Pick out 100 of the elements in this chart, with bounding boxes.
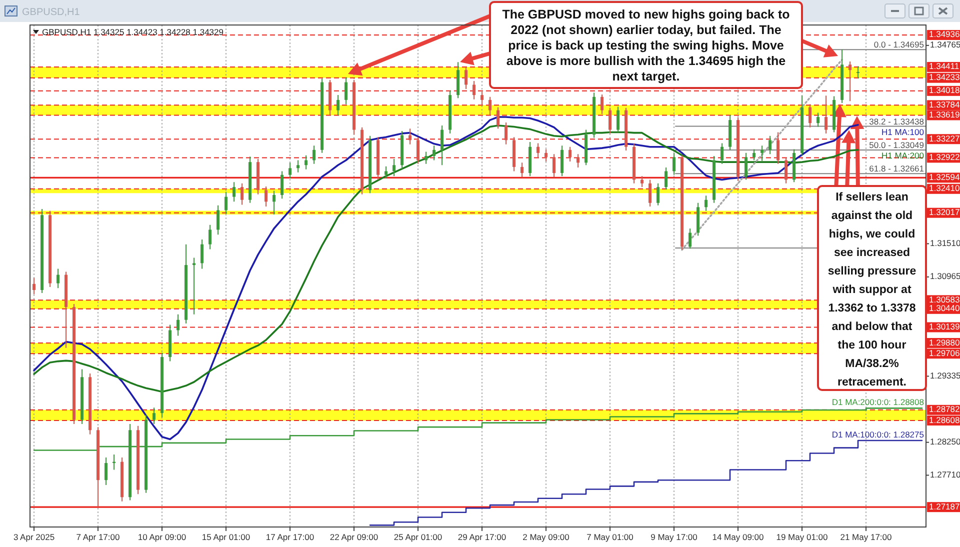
annotation: 38.2 - 1.33438 (869, 116, 924, 126)
candlestick (672, 152, 676, 176)
ref-line-label: 1.34018 (929, 85, 960, 96)
candlestick (576, 154, 580, 168)
candlestick (552, 154, 556, 178)
x-tick-label: 7 May 01:00 (586, 532, 634, 542)
x-tick-label: 25 Apr 01:00 (394, 532, 442, 542)
candlestick (192, 257, 196, 315)
candlestick (240, 182, 244, 206)
candlestick (472, 80, 476, 100)
ref-line-label: 1.28608 (929, 414, 960, 425)
candlestick (280, 170, 284, 200)
candlestick (504, 122, 508, 145)
candlestick (384, 166, 388, 180)
candlestick (848, 61, 852, 102)
candlestick (176, 314, 180, 336)
candlestick (824, 95, 828, 134)
candlestick (304, 154, 308, 170)
candlestick (56, 268, 60, 289)
ref-line-label: 1.30139 (929, 321, 960, 332)
candlestick (704, 195, 708, 212)
candlestick (784, 157, 788, 184)
x-tick-label: 22 Apr 09:00 (330, 532, 378, 542)
candlestick (440, 125, 444, 166)
annotation: 50.0 - 1.33049 (869, 140, 924, 150)
candlestick (288, 162, 292, 180)
candlestick (768, 135, 772, 155)
candlestick (600, 94, 604, 114)
candlestick (296, 160, 300, 173)
ref-line-label: 1.32017 (929, 207, 960, 218)
chart-subtitle: GBPUSD,H1 (22, 7, 80, 18)
candlestick (392, 158, 396, 177)
ref-line-label: 1.33784 (929, 99, 960, 110)
x-tick-label: 15 Apr 01:00 (202, 532, 250, 542)
annotation: 61.8 - 1.32661 (869, 164, 924, 174)
annotation: The GBPUSD moved to new highs going back to 2022 (not shown) earlier today, but failed. The price is back up testing the swing highs. Move above is more bullish with the 1.34695 high the next target. (502, 7, 790, 84)
ref-line-label: 1.29880 (929, 337, 960, 348)
x-tick-label: 9 May 17:00 (650, 532, 698, 542)
candlestick (856, 66, 860, 79)
candlestick (816, 112, 820, 128)
candlestick (776, 132, 780, 164)
ref-line-label: 1.33619 (929, 109, 960, 120)
candlestick (688, 228, 692, 250)
y-tick-label: 1.30965 (930, 271, 960, 282)
x-tick-label: 7 Apr 17:00 (76, 532, 120, 542)
ref-line-label: 1.29706 (929, 348, 960, 358)
candlestick (152, 407, 156, 425)
x-tick-label: 10 Apr 09:00 (138, 532, 186, 542)
x-tick-label: 2 May 09:00 (522, 532, 570, 542)
candlestick (496, 106, 500, 130)
ref-line-label: 1.32410 (929, 183, 960, 194)
candlestick (488, 96, 492, 116)
candlestick (432, 145, 436, 161)
candlestick (664, 167, 668, 190)
candlestick (544, 148, 548, 162)
ref-line-label: 1.30440 (929, 303, 960, 314)
candlestick (232, 182, 236, 202)
candlestick (200, 238, 204, 270)
candlestick (104, 457, 108, 486)
x-tick-label: 29 Apr 17:00 (458, 532, 506, 542)
candlestick (744, 152, 748, 180)
candlestick (752, 148, 756, 161)
x-tick-label: 3 Apr 2025 (13, 532, 55, 542)
candlestick (312, 145, 316, 164)
ref-line-label: 1.28782 (929, 404, 960, 414)
candlestick (608, 107, 612, 134)
y-tick-label: 1.34765 (930, 40, 960, 50)
candlestick (480, 92, 484, 106)
text: H1 MA:100 (881, 126, 924, 137)
candlestick (656, 182, 660, 206)
ref-line-label: 1.34411 (929, 61, 960, 72)
candlestick (336, 94, 340, 116)
annotation: 0.0 - 1.34695 (874, 40, 924, 50)
candlestick (520, 162, 524, 178)
ref-line-label: 1.33227 (929, 133, 960, 144)
candlestick (568, 146, 572, 162)
candlestick (272, 190, 276, 215)
candlestick (264, 186, 268, 208)
candlestick (536, 142, 540, 158)
candlestick (760, 145, 764, 162)
candlestick (208, 224, 212, 250)
candlestick (408, 128, 412, 145)
ref-line-label: 1.27187 (929, 501, 960, 512)
candlestick (216, 204, 220, 236)
candlestick (32, 277, 36, 295)
candlestick (560, 145, 564, 177)
candlestick (424, 151, 428, 164)
ref-line-label: 1.34936 (929, 29, 960, 40)
candlestick (640, 176, 644, 188)
y-tick-label: 1.29335 (930, 370, 960, 380)
x-tick-label: 17 Apr 17:00 (266, 532, 314, 542)
x-tick-label: 14 May 09:00 (712, 532, 764, 542)
candlestick (616, 106, 620, 133)
text: If sellers lean against the old highs, we could see increased selling pressure with suppor at 1.3362 to 1.3378 and below that the 100 hour MA/38.2% retracement. (828, 192, 916, 389)
ref-line-label: 1.30583 (929, 294, 960, 304)
ref-line-label: 1.32922 (929, 152, 960, 162)
series-label: D1 MA:200:0:0: 1.28808 (832, 397, 924, 408)
candlestick (648, 179, 652, 208)
candlestick (808, 104, 812, 128)
chart-title: GBPUSD,H1 1.34325 1.34423 1.34228 1.34329 (42, 27, 224, 37)
